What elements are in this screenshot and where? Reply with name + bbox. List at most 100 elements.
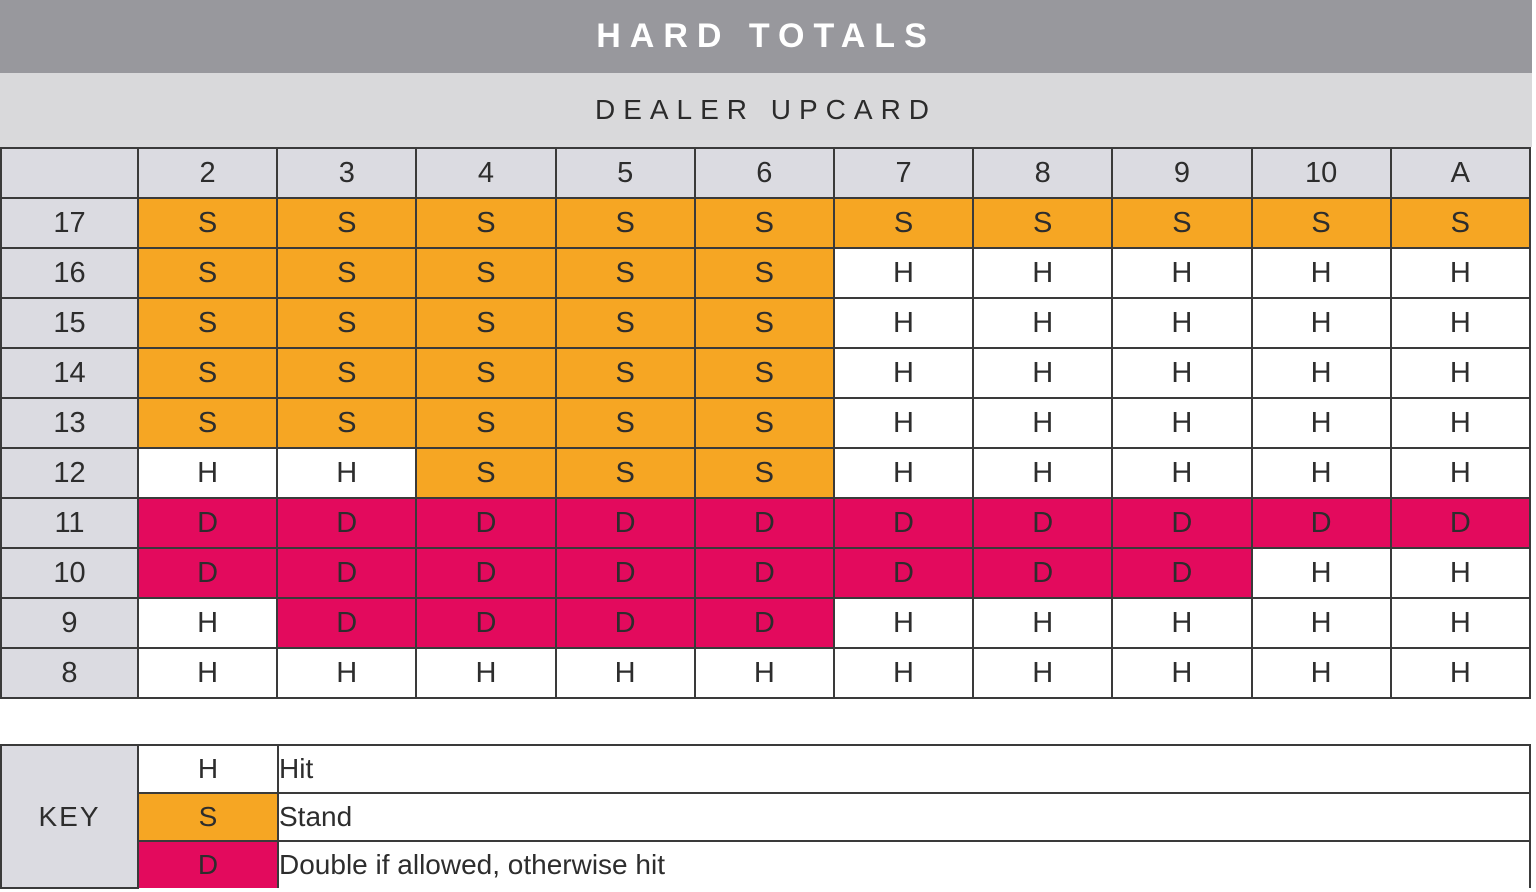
strategy-cell: S — [1250, 197, 1392, 249]
strategy-cell: D — [693, 597, 835, 649]
strategy-cell: S — [554, 447, 696, 499]
strategy-cell: H — [1250, 397, 1392, 449]
strategy-cell: D — [415, 497, 557, 549]
strategy-cell: H — [1389, 347, 1532, 399]
strategy-cell: D — [554, 497, 696, 549]
column-header-5: 5 — [554, 147, 696, 199]
strategy-cell: D — [693, 547, 835, 599]
strategy-cell: S — [276, 297, 418, 349]
strategy-cell: H — [832, 647, 975, 699]
strategy-cell: H — [1111, 447, 1253, 499]
strategy-cell: D — [276, 497, 418, 549]
strategy-cell: H — [1111, 397, 1253, 449]
row-header-11: 11 — [0, 497, 139, 549]
strategy-cell: H — [1389, 547, 1532, 599]
strategy-cell: D — [415, 547, 557, 599]
strategy-cell: H — [1250, 597, 1392, 649]
strategy-cell: S — [415, 247, 557, 299]
strategy-cell: S — [276, 247, 418, 299]
strategy-row-15: 15 S S S S S H H H H H — [0, 297, 1532, 349]
strategy-cell: D — [1111, 497, 1253, 549]
strategy-row-10: 10 D D D D D D D D H H — [0, 547, 1532, 599]
strategy-cell: S — [276, 347, 418, 399]
strategy-cell: H — [1389, 447, 1532, 499]
strategy-cell: S — [1389, 197, 1532, 249]
strategy-cell: H — [972, 297, 1114, 349]
key-table-body: KEY H Hit S Stand D Double if allowed, otherwi… — [0, 744, 1531, 889]
strategy-cell: S — [415, 447, 557, 499]
strategy-cell: S — [136, 347, 279, 399]
row-header-12: 12 — [0, 447, 139, 499]
strategy-cell: H — [693, 647, 835, 699]
strategy-cell: S — [693, 347, 835, 399]
strategy-cell: H — [1111, 597, 1253, 649]
strategy-cell: S — [554, 297, 696, 349]
strategy-cell: S — [972, 197, 1114, 249]
title-bar: HARD TOTALS — [0, 0, 1532, 73]
row-header-9: 9 — [0, 597, 139, 649]
key-label: KEY — [0, 744, 139, 889]
dealer-upcard-label: DEALER UPCARD — [594, 94, 938, 125]
corner-cell — [0, 147, 139, 199]
column-header-7: 7 — [832, 147, 975, 199]
row-header-8: 8 — [0, 647, 139, 699]
row-header-16: 16 — [0, 247, 139, 299]
strategy-cell: D — [972, 547, 1114, 599]
strategy-table-body: 17 S S S S S S S S S S 16 S S S S S H H H H H 15 S S S S S H H H H H 14 S S… — [0, 197, 1532, 699]
strategy-cell: D — [693, 497, 835, 549]
strategy-cell: H — [832, 247, 975, 299]
strategy-cell: D — [1389, 497, 1532, 549]
strategy-cell: H — [1250, 347, 1392, 399]
strategy-cell: S — [415, 297, 557, 349]
row-header-13: 13 — [0, 397, 139, 449]
strategy-row-11: 11 D D D D D D D D D D — [0, 497, 1532, 549]
strategy-cell: H — [276, 647, 418, 699]
strategy-cell: H — [276, 447, 418, 499]
strategy-cell: S — [554, 347, 696, 399]
strategy-cell: H — [1389, 247, 1532, 299]
strategy-cell: H — [832, 347, 975, 399]
key-description-stand: Stand — [277, 792, 1531, 842]
table-gap — [0, 699, 1536, 744]
strategy-row-12: 12 H H S S S H H H H H — [0, 447, 1532, 499]
strategy-cell: D — [1250, 497, 1392, 549]
strategy-cell: H — [1111, 297, 1253, 349]
strategy-cell: D — [276, 547, 418, 599]
strategy-cell: H — [832, 297, 975, 349]
strategy-cell: S — [693, 397, 835, 449]
strategy-cell: S — [415, 197, 557, 249]
strategy-cell: S — [415, 397, 557, 449]
strategy-cell: S — [554, 247, 696, 299]
strategy-cell: H — [832, 397, 975, 449]
strategy-cell: D — [832, 547, 975, 599]
strategy-cell: H — [1250, 247, 1392, 299]
strategy-cell: S — [554, 397, 696, 449]
column-header-6: 6 — [693, 147, 835, 199]
strategy-row-14: 14 S S S S S H H H H H — [0, 347, 1532, 399]
key-swatch-stand: S — [137, 792, 279, 842]
strategy-cell: H — [554, 647, 696, 699]
strategy-cell: H — [1389, 297, 1532, 349]
strategy-cell: H — [1250, 447, 1392, 499]
strategy-cell: H — [136, 447, 279, 499]
strategy-cell: H — [1389, 397, 1532, 449]
key-swatch-double: D — [137, 840, 279, 888]
column-header-A: A — [1389, 147, 1532, 199]
dealer-upcard-bar: DEALER UPCARD — [0, 73, 1532, 147]
strategy-cell: H — [1111, 347, 1253, 399]
strategy-cell: S — [693, 297, 835, 349]
strategy-cell: S — [276, 397, 418, 449]
strategy-cell: D — [415, 597, 557, 649]
key-row-stand: S Stand — [1, 792, 1531, 842]
strategy-row-13: 13 S S S S S H H H H H — [0, 397, 1532, 449]
key-row-double: D Double if allowed, otherwise hit — [1, 840, 1531, 888]
strategy-cell: S — [693, 197, 835, 249]
strategy-table: 2 3 4 5 6 7 8 9 10 A 17 S S S S S S S S S S 16 S S S S S H H H H H 15 S S… — [0, 147, 1532, 699]
strategy-cell: H — [1111, 647, 1253, 699]
strategy-cell: D — [554, 597, 696, 649]
row-header-14: 14 — [0, 347, 139, 399]
strategy-cell: H — [1389, 597, 1532, 649]
strategy-cell: S — [693, 447, 835, 499]
